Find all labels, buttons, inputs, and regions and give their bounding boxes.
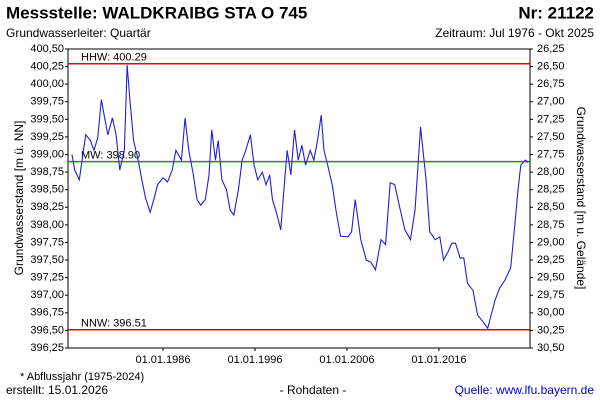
reference-label: HHW: 400.29 bbox=[81, 52, 147, 64]
y2-tick-label: 29,50 bbox=[537, 272, 565, 284]
y2-tick-label: 26,75 bbox=[537, 78, 565, 90]
y2-tick-label: 26,25 bbox=[537, 43, 565, 55]
data-note: - Rohdaten - bbox=[280, 383, 347, 397]
y-axis-label: Grundwasserstand [m ü. NN] bbox=[12, 121, 26, 276]
footnote: * Abflussjahr (1975-2024) bbox=[20, 371, 144, 383]
y2-tick-label: 28,50 bbox=[537, 201, 565, 213]
y-tick-label: 396,25 bbox=[30, 342, 64, 354]
y-tick-label: 398,25 bbox=[30, 201, 64, 213]
y-tick-label: 398,50 bbox=[30, 184, 64, 196]
chart-title: Messstelle: WALDKRAIBG STA O 745 bbox=[6, 3, 307, 22]
y-tick-label: 399,00 bbox=[30, 148, 64, 160]
reference-label: NNW: 396.51 bbox=[81, 318, 147, 330]
y2-tick-label: 27,25 bbox=[537, 113, 565, 125]
reference-label: MW: 398.90 bbox=[81, 149, 140, 161]
subtitle: Grundwasserleiter: Quartär bbox=[6, 26, 151, 40]
y-tick-label: 399,75 bbox=[30, 96, 64, 108]
y-tick-label: 400,00 bbox=[30, 78, 64, 90]
y2-tick-label: 28,75 bbox=[537, 219, 565, 231]
x-tick-label: 01.01.1986 bbox=[135, 354, 190, 366]
y-tick-label: 397,00 bbox=[30, 289, 64, 301]
station-number: Nr: 21122 bbox=[518, 3, 594, 22]
y2-tick-label: 30,50 bbox=[537, 342, 565, 354]
y2-tick-label: 27,75 bbox=[537, 148, 565, 160]
y-tick-label: 397,75 bbox=[30, 236, 64, 248]
y-tick-label: 400,50 bbox=[30, 43, 64, 55]
y2-tick-label: 29,25 bbox=[537, 254, 565, 266]
data-line bbox=[71, 65, 529, 330]
period: Zeitraum: Jul 1976 - Okt 2025 bbox=[435, 26, 594, 40]
y-tick-label: 397,25 bbox=[30, 272, 64, 284]
y2-tick-label: 27,50 bbox=[537, 131, 565, 143]
y-tick-label: 399,50 bbox=[30, 113, 64, 125]
plot-frame bbox=[67, 48, 531, 349]
y-tick-label: 396,50 bbox=[30, 324, 64, 336]
y2-tick-label: 30,25 bbox=[537, 324, 565, 336]
x-tick-label: 01.01.1996 bbox=[227, 354, 282, 366]
y-tick-label: 397,50 bbox=[30, 254, 64, 266]
y2-tick-label: 29,75 bbox=[537, 289, 565, 301]
created-date: erstellt: 15.01.2026 bbox=[6, 383, 108, 397]
y-tick-label: 398,75 bbox=[30, 166, 64, 178]
y2-tick-label: 28,25 bbox=[537, 184, 565, 196]
y-tick-label: 400,25 bbox=[30, 60, 64, 72]
y2-tick-label: 27,00 bbox=[537, 96, 565, 108]
x-tick-label: 01.01.2016 bbox=[411, 354, 466, 366]
y2-axis-label: Grundwasserstand [m u. Gelände] bbox=[574, 107, 588, 290]
y-tick-label: 396,75 bbox=[30, 307, 64, 319]
y-tick-label: 398,00 bbox=[30, 219, 64, 231]
source-link[interactable]: Quelle: www.lfu.bayern.de bbox=[455, 383, 595, 397]
y2-tick-label: 26,50 bbox=[537, 60, 565, 72]
y2-tick-label: 28,00 bbox=[537, 166, 565, 178]
y-tick-label: 399,25 bbox=[30, 131, 64, 143]
x-tick-label: 01.01.2006 bbox=[319, 354, 374, 366]
y2-tick-label: 29,00 bbox=[537, 236, 565, 248]
y2-tick-label: 30,00 bbox=[537, 307, 565, 319]
